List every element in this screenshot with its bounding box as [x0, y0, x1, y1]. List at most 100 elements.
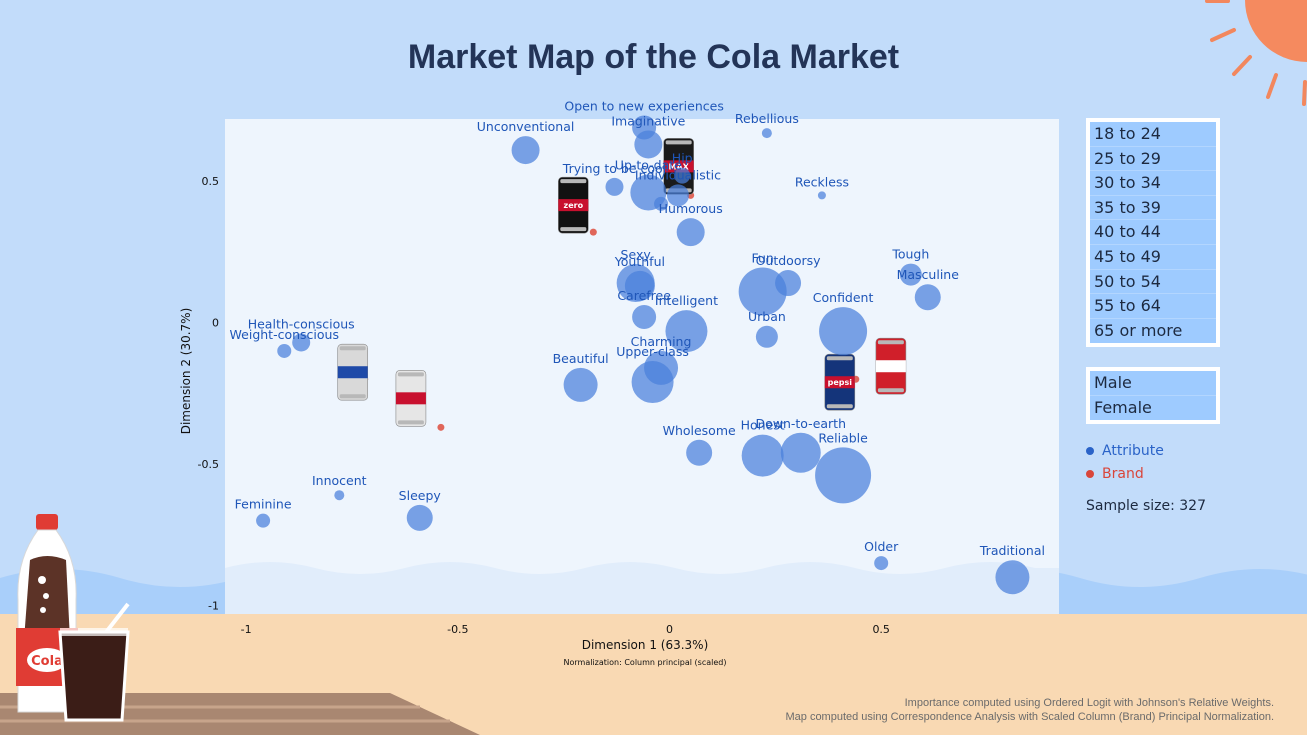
y-tick-label: 0.5: [202, 175, 220, 188]
attribute-label: Innocent: [312, 473, 367, 488]
attribute-label-layer: Open to new experiences Rebellious Unconve…: [230, 98, 1045, 558]
attribute-label: Open to new experiences: [564, 98, 724, 113]
attribute-dot-icon: [1086, 447, 1094, 455]
attribute-bubble: [686, 439, 713, 466]
legend-brand: Brand: [1086, 466, 1144, 482]
attribute-label: Hip: [672, 151, 693, 166]
attribute-bubble: [819, 307, 868, 356]
attribute-bubble: [277, 343, 292, 358]
attribute-label: Health-conscious: [248, 316, 355, 331]
footnote-importance: Importance computed using Ordered Logit …: [904, 697, 1274, 709]
svg-text:MAX: MAX: [669, 162, 690, 171]
attribute-bubble: [914, 284, 941, 311]
diet-pepsi-can-icon: pepsi: [337, 343, 369, 401]
attribute-label: Upper-class: [616, 344, 689, 359]
y-axis-label: Dimension 2 (30.7%): [179, 308, 193, 435]
x-tick-label: 0: [666, 623, 673, 636]
attribute-label: Down-to-earth: [755, 416, 846, 431]
attribute-label: Sexy: [621, 247, 652, 262]
svg-text:pepsi: pepsi: [828, 378, 853, 387]
legend-brand-label: Brand: [1102, 466, 1144, 482]
attribute-label: Honest: [741, 418, 785, 433]
gender-filter-list: Male Female: [1090, 371, 1216, 420]
legend-attribute: Attribute: [1086, 443, 1164, 459]
attribute-label: Imaginative: [611, 113, 685, 128]
svg-text:Cola: Cola: [31, 654, 63, 669]
attribute-label: Sleepy: [399, 488, 442, 503]
attribute-bubble: [292, 333, 311, 352]
brand-dot-icon: [1086, 470, 1094, 478]
attribute-label: Tough: [891, 247, 929, 262]
footnote-method: Map computed using Correspondence Analys…: [785, 711, 1274, 723]
gender-filter-panel: Male Female: [1086, 367, 1220, 425]
attribute-label: Traditional: [979, 543, 1045, 558]
coke-can-icon: Coca: [875, 337, 907, 395]
sample-size: Sample size: 327: [1086, 498, 1206, 514]
attribute-label: Youthful: [614, 254, 665, 269]
attribute-label: Weight-conscious: [230, 327, 339, 342]
diet-coke-can-icon: Coke: [395, 370, 427, 427]
age-filter-option[interactable]: 50 to 54: [1090, 270, 1216, 295]
attribute-bubble: [666, 184, 689, 207]
attribute-bubble: [334, 490, 345, 501]
attribute-bubble: [511, 136, 540, 165]
svg-text:Coke: Coke: [400, 394, 422, 403]
attribute-label: Older: [864, 539, 899, 554]
svg-text:Coca: Coca: [880, 362, 902, 371]
attribute-label: Intelligent: [655, 293, 718, 308]
attribute-bubble: [605, 177, 624, 196]
attribute-label: Urban: [748, 309, 786, 324]
age-filter-option[interactable]: 35 to 39: [1090, 196, 1216, 221]
attribute-bubble: [817, 191, 826, 200]
attribute-label: Individualistic: [635, 167, 721, 182]
x-axis-label: Dimension 1 (63.3%): [582, 638, 709, 652]
attribute-layer: [256, 115, 1030, 595]
attribute-bubble: [406, 504, 433, 531]
attribute-bubble: [631, 361, 674, 404]
gender-filter-option[interactable]: Female: [1094, 397, 1152, 417]
age-filter-option[interactable]: 65 or more: [1094, 320, 1183, 340]
age-filter-option[interactable]: 40 to 44: [1090, 220, 1216, 245]
y-tick-label: -0.5: [198, 458, 219, 471]
attribute-label: Beautiful: [553, 351, 609, 366]
attribute-bubble: [899, 263, 922, 286]
attribute-label: Rebellious: [735, 111, 799, 126]
attribute-bubble: [634, 130, 663, 159]
attribute-bubble: [563, 367, 598, 402]
attribute-label: Masculine: [897, 267, 960, 282]
attribute-bubble: [761, 128, 772, 139]
svg-text:pepsi: pepsi: [341, 368, 366, 377]
gender-filter-option[interactable]: Male: [1090, 371, 1216, 396]
attribute-label: Trying to be cool: [562, 161, 666, 176]
attribute-bubble: [741, 434, 784, 477]
age-filter-option[interactable]: 18 to 24: [1090, 122, 1216, 147]
age-filter-option[interactable]: 30 to 34: [1090, 171, 1216, 196]
x-tick-label: -1: [241, 623, 252, 636]
cola-glass-icon: [58, 602, 130, 722]
attribute-bubble: [815, 447, 872, 504]
axis-ticks: -1 -0.5 0 0.5 0.5 0 -0.5 -1: [198, 175, 890, 636]
y-tick-label: -1: [208, 600, 219, 613]
attribute-label: Fun: [751, 251, 773, 266]
y-tick-label: 0: [212, 317, 219, 330]
attribute-bubble: [256, 513, 271, 528]
attribute-label: Outdoorsy: [756, 253, 822, 268]
brand-point: [437, 423, 445, 431]
age-filter-option[interactable]: 25 to 29: [1090, 147, 1216, 172]
attribute-label: Reckless: [795, 174, 849, 189]
attribute-bubble: [665, 310, 708, 353]
plot-wave: [225, 562, 1059, 614]
attribute-label: Wholesome: [663, 423, 736, 438]
coke-zero-can-icon: zero: [558, 176, 589, 234]
attribute-bubble: [755, 325, 778, 348]
attribute-label: Humorous: [659, 201, 723, 216]
age-filter-option[interactable]: 55 to 64: [1090, 294, 1216, 319]
attribute-bubble: [780, 432, 821, 473]
x-tick-label: 0.5: [872, 623, 890, 636]
attribute-bubble: [738, 267, 787, 316]
age-filter-option[interactable]: 45 to 49: [1090, 245, 1216, 270]
attribute-label: Charming: [631, 334, 692, 349]
attribute-label: Confident: [813, 290, 874, 305]
age-filter-list: 18 to 24 25 to 29 30 to 34 35 to 39 40 to 44…: [1090, 122, 1216, 343]
attribute-bubble: [995, 560, 1030, 595]
